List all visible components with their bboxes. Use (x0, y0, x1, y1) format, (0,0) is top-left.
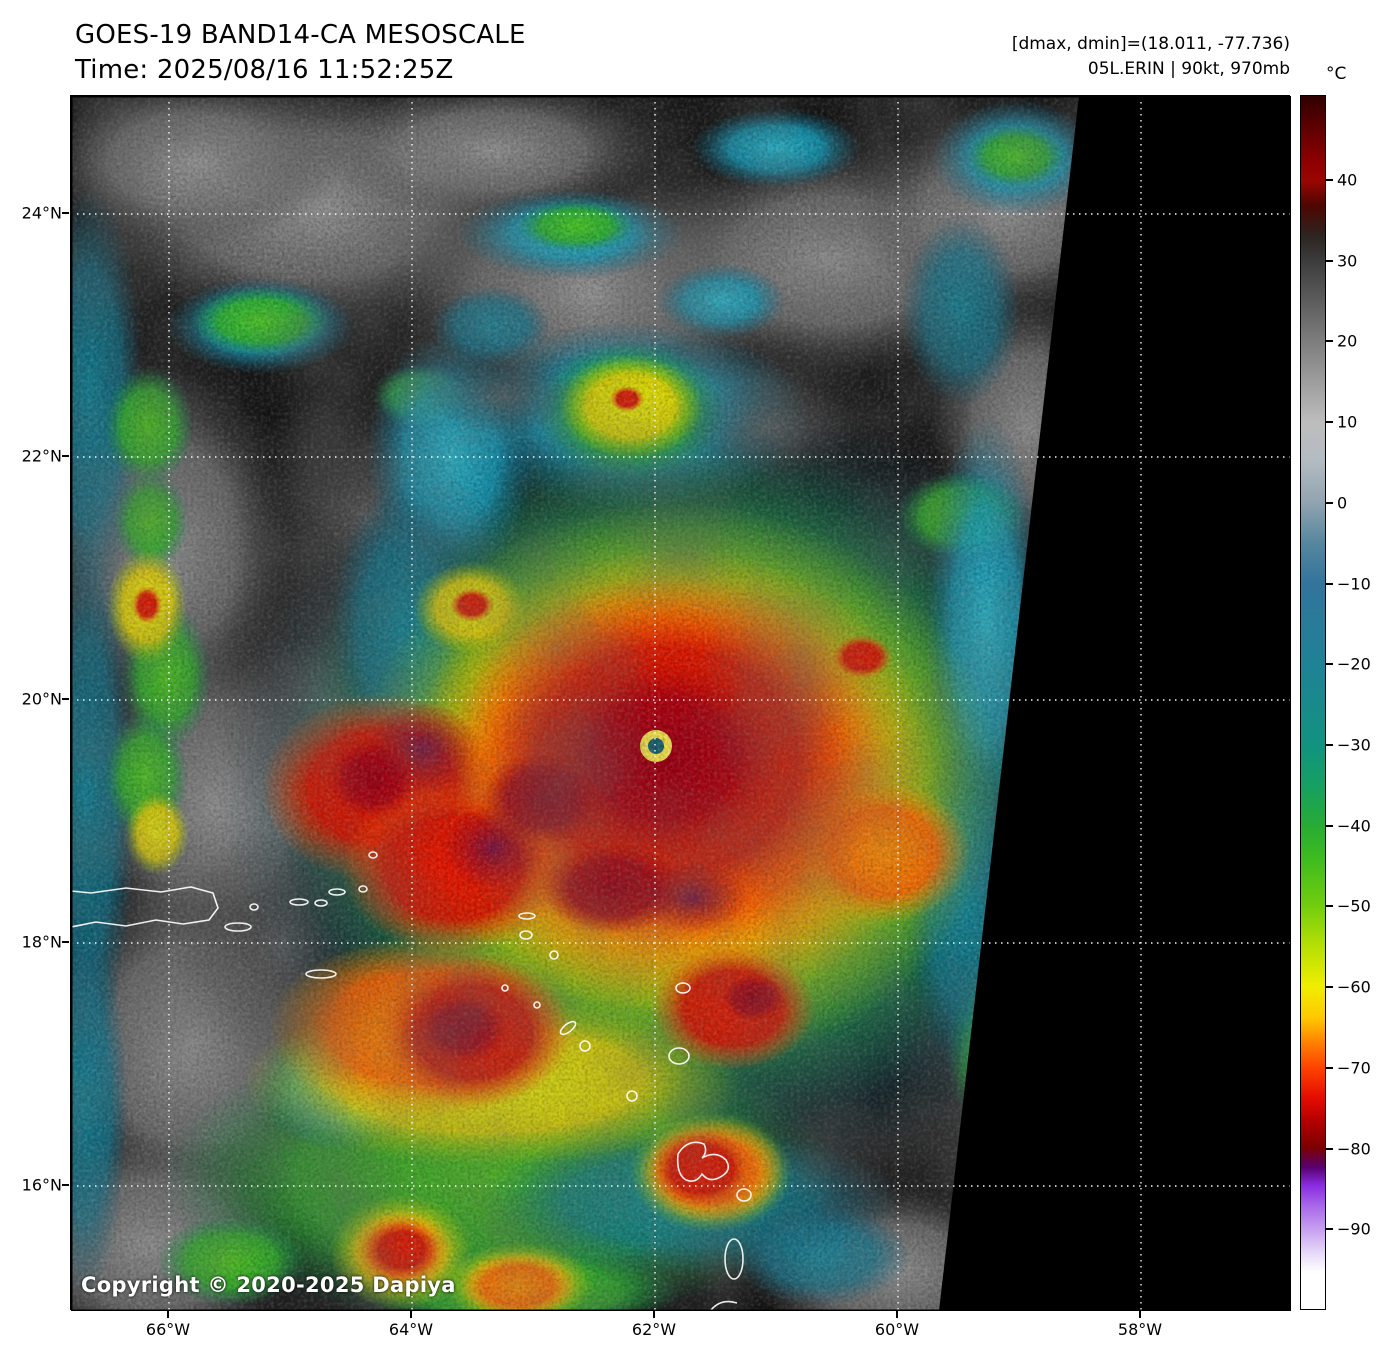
colorbar-tick-mark (1326, 905, 1333, 908)
colorbar-tick-label: 10 (1337, 412, 1358, 432)
colorbar-tick-label: −90 (1337, 1219, 1371, 1239)
header-readout-block: [dmax, dmin]=(18.011, -77.736) 05L.ERIN … (1012, 32, 1290, 82)
colorbar-tick-mark (1326, 1066, 1333, 1069)
coastlines (71, 851, 752, 1311)
latitude-axis-label: 18°N (21, 932, 62, 952)
map-border (71, 96, 1291, 1311)
colorbar-tick-mark (1326, 259, 1333, 262)
colorbar-tick-mark (1326, 340, 1333, 343)
latitude-axis-label: 24°N (21, 203, 62, 223)
latitude-tick-mark (62, 212, 69, 214)
longitude-axis-label: 60°W (874, 1320, 920, 1339)
colorbar-tick-label: 30 (1337, 251, 1358, 271)
header-title-block: GOES-19 BAND14-CA MESOSCALE Time: 2025/0… (75, 18, 526, 88)
colorbar-tick-mark (1326, 1228, 1333, 1231)
colorbar-tick-label: 40 (1337, 170, 1358, 190)
latitude-tick-mark (62, 941, 69, 943)
colorbar-tick-mark (1326, 1147, 1333, 1150)
product-title: GOES-19 BAND14-CA MESOSCALE (75, 20, 526, 50)
coastline-dominica (724, 1238, 744, 1280)
colorbar-tick-label: −50 (1337, 896, 1371, 916)
colorbar-tick-label: −60 (1337, 977, 1371, 997)
longitude-tick-mark (896, 1311, 898, 1318)
colorbar-tick-mark (1326, 582, 1333, 585)
coastline-antigua (668, 1047, 690, 1065)
dmax-dmin-readout: [dmax, dmin]=(18.011, -77.736) (1011, 34, 1290, 54)
longitude-axis-label: 64°W (388, 1320, 434, 1339)
colorbar-tick-label: 20 (1337, 331, 1358, 351)
colorbar-tick-mark (1326, 663, 1333, 666)
satellite-map: Copyright © 2020-2025 Dapiya (70, 95, 1291, 1311)
colorbar-tick-mark (1326, 986, 1333, 989)
latitude-axis-label: 22°N (21, 446, 62, 466)
longitude-tick-mark (1139, 1311, 1141, 1318)
satellite-imagery-canvas (71, 96, 1291, 1311)
colorbar-tick-mark (1326, 743, 1333, 746)
latitude-tick-mark (62, 1184, 69, 1186)
colorbar-tick-label: −10 (1337, 574, 1371, 594)
no-data-region (939, 96, 1291, 1311)
colorbar-tick-mark (1326, 179, 1333, 181)
longitude-axis-label: 66°W (145, 1320, 191, 1339)
colorbar-tick-label: −70 (1337, 1058, 1371, 1078)
colorbar-unit-label: °C (1326, 64, 1347, 84)
colorbar-tick-label: −40 (1337, 816, 1371, 836)
copyright-watermark: Copyright © 2020-2025 Dapiya (81, 1273, 456, 1297)
coastline-martinique (710, 1300, 738, 1311)
coastline-guadeloupe (676, 1141, 730, 1182)
colorbar-tick-label: −80 (1337, 1139, 1371, 1159)
colorbar-tick-label: −20 (1337, 654, 1371, 674)
longitude-axis-label: 58°W (1117, 1320, 1163, 1339)
longitude-axis-label: 62°W (631, 1320, 677, 1339)
latitude-tick-mark (62, 698, 69, 700)
colorbar-tick-label: 0 (1337, 493, 1348, 513)
latitude-axis-label: 16°N (21, 1175, 62, 1195)
longitude-tick-mark (653, 1311, 655, 1318)
longitude-tick-mark (167, 1311, 169, 1318)
colorbar-tick-mark (1326, 421, 1333, 424)
latitude-axis-label: 20°N (21, 689, 62, 709)
latitude-tick-mark (62, 455, 69, 457)
colorbar (1300, 95, 1326, 1310)
coastline-st-croix (305, 969, 337, 979)
longitude-tick-mark (410, 1311, 412, 1318)
colorbar-tick-mark (1326, 501, 1333, 504)
storm-readout: 05L.ERIN | 90kt, 970mb (1087, 59, 1290, 79)
product-timestamp: Time: 2025/08/16 11:52:25Z (75, 55, 454, 85)
coastline-puerto-rico (71, 886, 219, 928)
colorbar-tick-label: −30 (1337, 735, 1371, 755)
colorbar-tick-mark (1326, 824, 1333, 827)
graticule (71, 96, 1291, 1311)
